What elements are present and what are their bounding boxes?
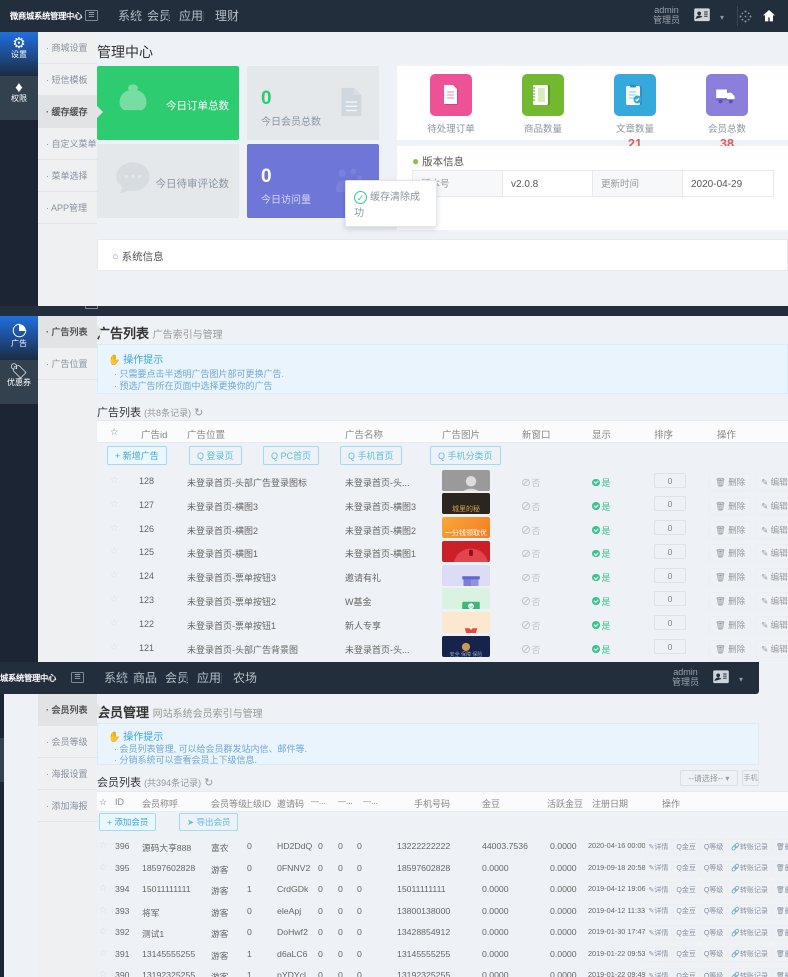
svg-text:W: W [469,604,473,609]
